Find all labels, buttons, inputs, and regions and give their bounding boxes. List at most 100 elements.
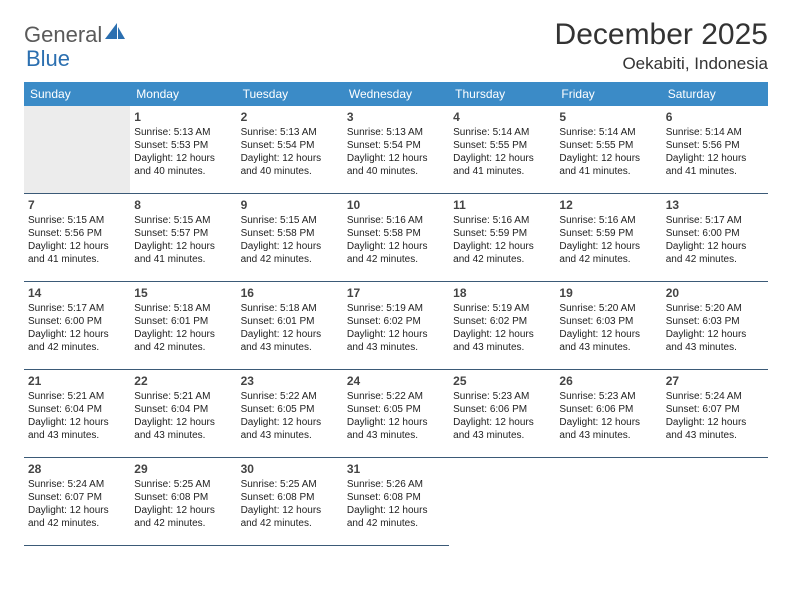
- info-line: Daylight: 12 hours: [666, 240, 764, 253]
- info-line: Sunrise: 5:15 AM: [134, 214, 232, 227]
- info-line: Sunset: 6:08 PM: [241, 491, 339, 504]
- info-line: Sunset: 6:05 PM: [241, 403, 339, 416]
- info-line: and 41 minutes.: [134, 253, 232, 266]
- day-info: Sunrise: 5:15 AMSunset: 5:58 PMDaylight:…: [241, 214, 339, 266]
- info-line: Sunset: 6:00 PM: [28, 315, 126, 328]
- info-line: Sunrise: 5:14 AM: [559, 126, 657, 139]
- day-number: 23: [241, 374, 339, 388]
- day-info: Sunrise: 5:15 AMSunset: 5:57 PMDaylight:…: [134, 214, 232, 266]
- day-number: 27: [666, 374, 764, 388]
- info-line: Daylight: 12 hours: [241, 416, 339, 429]
- location: Oekabiti, Indonesia: [555, 54, 768, 74]
- info-line: and 43 minutes.: [666, 429, 764, 442]
- info-line: Daylight: 12 hours: [241, 240, 339, 253]
- day-number: 18: [453, 286, 551, 300]
- info-line: Sunrise: 5:26 AM: [347, 478, 445, 491]
- info-line: Sunrise: 5:14 AM: [666, 126, 764, 139]
- day-info: Sunrise: 5:14 AMSunset: 5:56 PMDaylight:…: [666, 126, 764, 178]
- calendar-page: General December 2025 Oekabiti, Indonesi…: [0, 0, 792, 564]
- header: General December 2025 Oekabiti, Indonesi…: [24, 18, 768, 74]
- info-line: Sunset: 5:57 PM: [134, 227, 232, 240]
- day-info: Sunrise: 5:26 AMSunset: 6:08 PMDaylight:…: [347, 478, 445, 530]
- info-line: Daylight: 12 hours: [28, 328, 126, 341]
- day-number: 22: [134, 374, 232, 388]
- day-cell: 12Sunrise: 5:16 AMSunset: 5:59 PMDayligh…: [555, 194, 661, 282]
- empty-cell: [662, 458, 768, 546]
- info-line: Sunset: 5:59 PM: [453, 227, 551, 240]
- day-info: Sunrise: 5:25 AMSunset: 6:08 PMDaylight:…: [241, 478, 339, 530]
- info-line: Sunrise: 5:21 AM: [134, 390, 232, 403]
- logo-text-general: General: [24, 22, 102, 48]
- info-line: Daylight: 12 hours: [134, 416, 232, 429]
- info-line: and 42 minutes.: [347, 517, 445, 530]
- day-info: Sunrise: 5:16 AMSunset: 5:59 PMDaylight:…: [559, 214, 657, 266]
- info-line: Sunrise: 5:17 AM: [28, 302, 126, 315]
- info-line: and 42 minutes.: [666, 253, 764, 266]
- sail-icon: [104, 22, 126, 48]
- info-line: Sunrise: 5:18 AM: [134, 302, 232, 315]
- day-number: 25: [453, 374, 551, 388]
- info-line: Daylight: 12 hours: [453, 416, 551, 429]
- day-number: 15: [134, 286, 232, 300]
- info-line: Sunset: 6:06 PM: [453, 403, 551, 416]
- info-line: Daylight: 12 hours: [28, 416, 126, 429]
- info-line: Sunset: 5:54 PM: [241, 139, 339, 152]
- empty-cell: [449, 458, 555, 546]
- info-line: Daylight: 12 hours: [241, 504, 339, 517]
- info-line: Daylight: 12 hours: [347, 504, 445, 517]
- info-line: Sunrise: 5:24 AM: [666, 390, 764, 403]
- info-line: Sunset: 6:01 PM: [241, 315, 339, 328]
- info-line: Sunrise: 5:20 AM: [666, 302, 764, 315]
- info-line: Sunrise: 5:19 AM: [347, 302, 445, 315]
- day-info: Sunrise: 5:18 AMSunset: 6:01 PMDaylight:…: [134, 302, 232, 354]
- info-line: Sunset: 6:01 PM: [134, 315, 232, 328]
- day-cell: 14Sunrise: 5:17 AMSunset: 6:00 PMDayligh…: [24, 282, 130, 370]
- info-line: and 43 minutes.: [666, 341, 764, 354]
- day-cell: 1Sunrise: 5:13 AMSunset: 5:53 PMDaylight…: [130, 106, 236, 194]
- day-number: 7: [28, 198, 126, 212]
- info-line: Sunrise: 5:13 AM: [134, 126, 232, 139]
- day-number: 26: [559, 374, 657, 388]
- day-info: Sunrise: 5:22 AMSunset: 6:05 PMDaylight:…: [241, 390, 339, 442]
- day-info: Sunrise: 5:20 AMSunset: 6:03 PMDaylight:…: [559, 302, 657, 354]
- day-number: 28: [28, 462, 126, 476]
- day-cell: 20Sunrise: 5:20 AMSunset: 6:03 PMDayligh…: [662, 282, 768, 370]
- day-info: Sunrise: 5:17 AMSunset: 6:00 PMDaylight:…: [666, 214, 764, 266]
- day-number: 13: [666, 198, 764, 212]
- info-line: and 40 minutes.: [241, 165, 339, 178]
- day-number: 4: [453, 110, 551, 124]
- info-line: Daylight: 12 hours: [347, 240, 445, 253]
- day-info: Sunrise: 5:19 AMSunset: 6:02 PMDaylight:…: [347, 302, 445, 354]
- info-line: Sunrise: 5:15 AM: [28, 214, 126, 227]
- info-line: and 43 minutes.: [559, 341, 657, 354]
- day-cell: 4Sunrise: 5:14 AMSunset: 5:55 PMDaylight…: [449, 106, 555, 194]
- day-cell: 3Sunrise: 5:13 AMSunset: 5:54 PMDaylight…: [343, 106, 449, 194]
- day-cell: 26Sunrise: 5:23 AMSunset: 6:06 PMDayligh…: [555, 370, 661, 458]
- day-number: 31: [347, 462, 445, 476]
- info-line: Daylight: 12 hours: [134, 504, 232, 517]
- info-line: Sunset: 6:04 PM: [134, 403, 232, 416]
- dow-header: Friday: [555, 82, 661, 106]
- day-cell: 5Sunrise: 5:14 AMSunset: 5:55 PMDaylight…: [555, 106, 661, 194]
- info-line: Daylight: 12 hours: [559, 152, 657, 165]
- dow-header: Wednesday: [343, 82, 449, 106]
- day-info: Sunrise: 5:13 AMSunset: 5:54 PMDaylight:…: [347, 126, 445, 178]
- info-line: and 43 minutes.: [347, 429, 445, 442]
- info-line: Daylight: 12 hours: [134, 152, 232, 165]
- day-info: Sunrise: 5:21 AMSunset: 6:04 PMDaylight:…: [134, 390, 232, 442]
- day-number: 30: [241, 462, 339, 476]
- dow-header: Saturday: [662, 82, 768, 106]
- info-line: Sunset: 6:08 PM: [347, 491, 445, 504]
- info-line: Sunrise: 5:16 AM: [453, 214, 551, 227]
- calendar-grid: SundayMondayTuesdayWednesdayThursdayFrid…: [24, 82, 768, 546]
- info-line: Sunrise: 5:24 AM: [28, 478, 126, 491]
- info-line: Daylight: 12 hours: [241, 328, 339, 341]
- info-line: Sunset: 5:58 PM: [241, 227, 339, 240]
- info-line: Sunrise: 5:18 AM: [241, 302, 339, 315]
- day-info: Sunrise: 5:20 AMSunset: 6:03 PMDaylight:…: [666, 302, 764, 354]
- day-cell: 28Sunrise: 5:24 AMSunset: 6:07 PMDayligh…: [24, 458, 130, 546]
- day-number: 5: [559, 110, 657, 124]
- logo: General: [24, 18, 128, 48]
- info-line: and 43 minutes.: [559, 429, 657, 442]
- info-line: Sunset: 6:04 PM: [28, 403, 126, 416]
